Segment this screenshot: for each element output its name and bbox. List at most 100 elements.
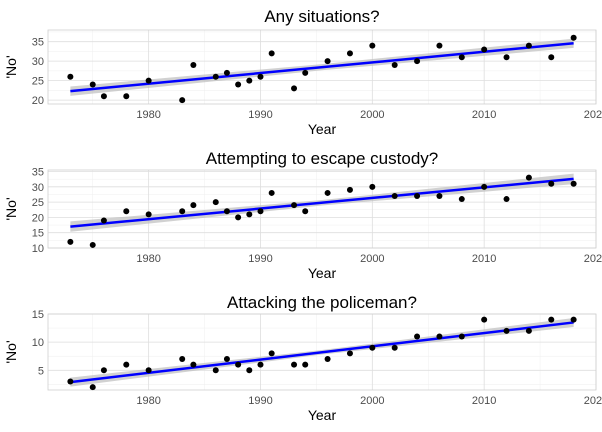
data-point (302, 208, 309, 215)
data-point (190, 62, 197, 69)
data-point (391, 193, 398, 199)
data-point (145, 211, 152, 218)
chart-title: Attacking the policeman? (227, 293, 417, 312)
chart-panel-3: 1980 1990 2000 2010 2020 5 10 15 Attacking the p… (3, 293, 602, 423)
y-tick-label: 35 (32, 37, 44, 49)
y-tick-label: 10 (32, 243, 44, 255)
data-point (190, 361, 197, 368)
x-tick-label: 1990 (248, 109, 272, 121)
data-point (268, 50, 275, 57)
data-point (548, 316, 555, 323)
data-point (100, 367, 107, 374)
chart-title: Attempting to escape custody? (206, 149, 438, 168)
chart-panel-1: 1980199020002010202020253035Any situatio… (3, 7, 602, 137)
y-axis-title: 'No' (3, 55, 19, 78)
x-axis-title: Year (308, 407, 337, 423)
data-point (369, 42, 376, 49)
x-tick-label: 2010 (472, 109, 496, 121)
data-point (223, 356, 230, 363)
x-axis-title: Year (308, 121, 337, 137)
data-point (246, 211, 253, 218)
data-point (89, 241, 96, 248)
data-point (257, 73, 264, 80)
data-point (235, 214, 242, 221)
data-point (302, 361, 309, 368)
y-tick-label: 20 (32, 95, 44, 107)
data-point (324, 58, 331, 65)
data-point (324, 189, 331, 196)
data-point (369, 183, 376, 190)
data-point (481, 183, 488, 190)
data-point (414, 58, 421, 65)
data-point (268, 189, 275, 196)
data-point (458, 54, 465, 61)
trend-line (70, 41, 574, 93)
data-point (145, 77, 152, 84)
x-tick-label: 2020 (584, 109, 602, 121)
data-point (570, 34, 577, 41)
data-point (458, 196, 465, 203)
y-tick-label: 30 (32, 182, 44, 194)
data-point (525, 174, 532, 181)
trend-line (70, 177, 574, 228)
data-point (123, 208, 130, 215)
data-point (67, 238, 74, 245)
data-point (212, 367, 219, 374)
chart-panel-2: 1980 1990 2000 2010 2020 10 15 20 25 30 35 Attempti… (3, 149, 602, 281)
y-axis-title: 'No' (3, 340, 19, 363)
data-point (212, 73, 219, 80)
data-point (179, 97, 186, 104)
y-tick-label: 25 (32, 197, 44, 209)
data-point (257, 208, 264, 215)
plot-frame (47, 169, 597, 249)
data-point (525, 327, 532, 334)
x-tick-label: 2010 (472, 253, 496, 265)
data-point (324, 356, 331, 363)
data-point (179, 356, 186, 363)
data-point (257, 361, 264, 368)
data-point (548, 180, 555, 187)
x-tick-label: 2000 (360, 253, 384, 265)
y-tick-label: 10 (32, 337, 44, 349)
data-point (67, 378, 74, 385)
x-tick-label: 1980 (136, 109, 160, 121)
data-point (100, 217, 107, 224)
trend-line (70, 321, 574, 384)
data-point (123, 361, 130, 368)
x-tick-label: 2010 (472, 395, 496, 407)
plot-frame (47, 29, 597, 105)
data-point (190, 202, 197, 209)
x-tick-label: 2020 (584, 395, 602, 407)
data-point (291, 361, 298, 368)
data-point (235, 81, 242, 88)
data-point (246, 77, 253, 84)
data-point (223, 208, 230, 215)
data-point (481, 46, 488, 53)
data-point (291, 202, 298, 209)
y-tick-label: 35 (32, 167, 44, 179)
x-tick-label: 2000 (360, 395, 384, 407)
x-tick-label: 1980 (136, 253, 160, 265)
data-point (525, 42, 532, 49)
y-tick-label: 20 (32, 212, 44, 224)
data-point (346, 186, 353, 193)
data-point (100, 93, 107, 100)
x-tick-label: 2020 (584, 253, 602, 265)
y-tick-label: 25 (32, 76, 44, 88)
y-tick-label: 5 (38, 365, 44, 377)
data-point (235, 361, 242, 368)
data-point (391, 62, 398, 69)
x-tick-label: 1990 (248, 395, 272, 407)
data-point (503, 327, 510, 334)
data-point (503, 196, 510, 203)
data-point (436, 42, 443, 49)
x-tick-label: 1990 (248, 253, 272, 265)
data-point (302, 69, 309, 76)
data-point (414, 193, 421, 199)
data-point (391, 344, 398, 351)
data-point (503, 54, 510, 61)
data-point (179, 208, 186, 215)
data-point (268, 350, 275, 357)
y-axis-title: 'No' (3, 197, 19, 220)
